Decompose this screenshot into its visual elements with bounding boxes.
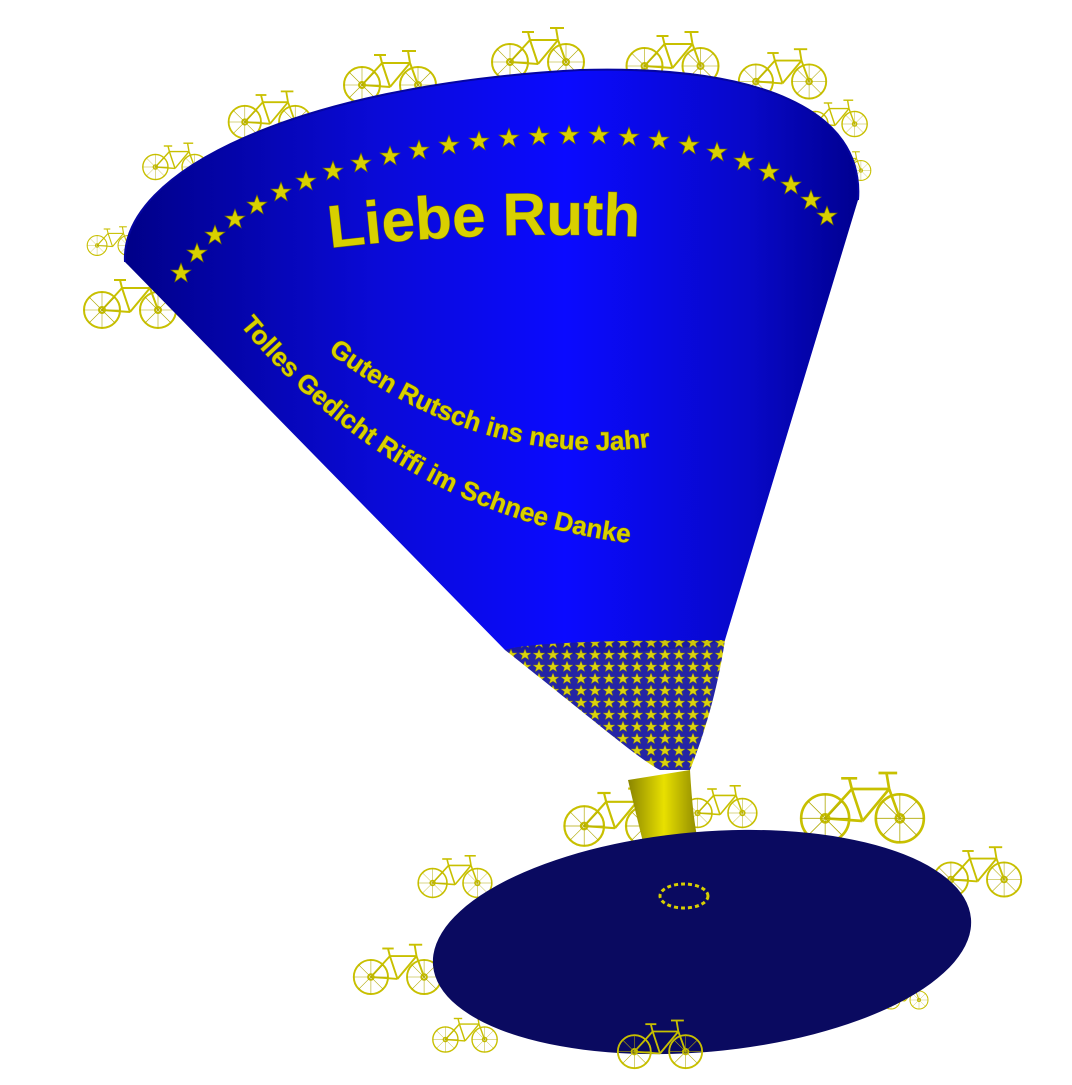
base-star-ring (658, 882, 710, 910)
trophy-cup (124, 69, 859, 655)
star-mesh-funnel (505, 640, 725, 770)
bicycle-icon (352, 943, 443, 996)
bicycle-icon (799, 771, 926, 845)
trophy-stem (628, 770, 700, 850)
inscription-title: Liebe Ruth (324, 181, 641, 261)
bicycle-icon (416, 854, 494, 900)
trophy-rim (123, 68, 860, 263)
trophy-base (432, 829, 972, 1055)
